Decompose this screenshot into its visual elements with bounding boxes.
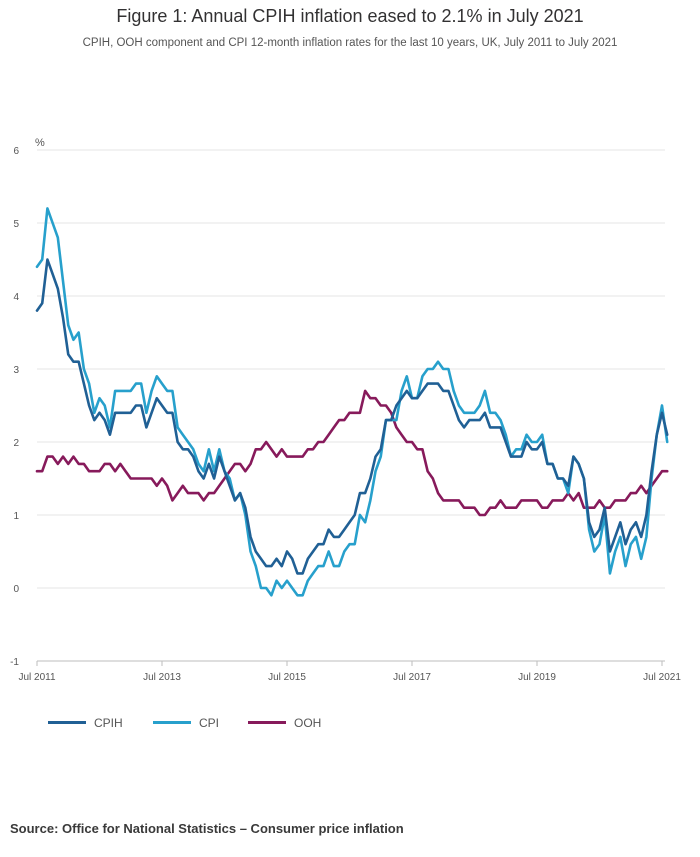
y-tick-label: 5: [13, 219, 19, 230]
legend-swatch-ooh: [248, 721, 286, 725]
legend-label-cpi: CPI: [199, 716, 220, 730]
legend-item-ooh[interactable]: OOH: [248, 716, 321, 730]
legend-item-cpih[interactable]: CPIH: [48, 716, 123, 730]
legend-swatch-cpi: [153, 721, 191, 725]
y-tick-label: 6: [13, 146, 19, 157]
y-axis-label: %: [35, 137, 45, 149]
series-line-cpih[interactable]: [35, 258, 669, 575]
source-note: Source: Office for National Statistics –…: [10, 821, 404, 836]
chart-plot: -1 0 1 2 3 4 5 6 Jul 2011 Jul 2013 Jul 2015 Jul 201…: [10, 137, 681, 683]
y-tick-label: -1: [10, 657, 19, 668]
series-lines: [35, 207, 669, 597]
legend-label-ooh: OOH: [294, 716, 322, 730]
y-tick-label: 3: [13, 365, 19, 376]
axes: -1 0 1 2 3 4 5 6 Jul 2011 Jul 2013 Jul 2015 Jul 201…: [10, 146, 681, 683]
y-tick-label: 1: [13, 511, 19, 522]
y-tick-label: 0: [13, 584, 19, 595]
series-line-cpi[interactable]: [35, 207, 669, 597]
x-tick-label: Jul 2017: [393, 672, 431, 683]
x-tick-label: Jul 2013: [143, 672, 181, 683]
x-tick-label: Jul 2021: [643, 672, 681, 683]
series-line-ooh[interactable]: [35, 389, 669, 517]
legend-label-cpih: CPIH: [94, 716, 123, 730]
x-tick-label: Jul 2011: [18, 672, 56, 683]
y-tick-label: 4: [13, 292, 19, 303]
legend-swatch-cpih: [48, 721, 86, 725]
x-tick-label: Jul 2019: [518, 672, 556, 683]
chart-title: Figure 1: Annual CPIH inflation eased to…: [116, 6, 584, 26]
x-tick-label: Jul 2015: [268, 672, 306, 683]
legend-item-cpi[interactable]: CPI: [153, 716, 219, 730]
y-tick-label: 2: [13, 438, 19, 449]
gridlines: [37, 149, 665, 662]
chart-subtitle: CPIH, OOH component and CPI 12-month inf…: [82, 37, 618, 49]
